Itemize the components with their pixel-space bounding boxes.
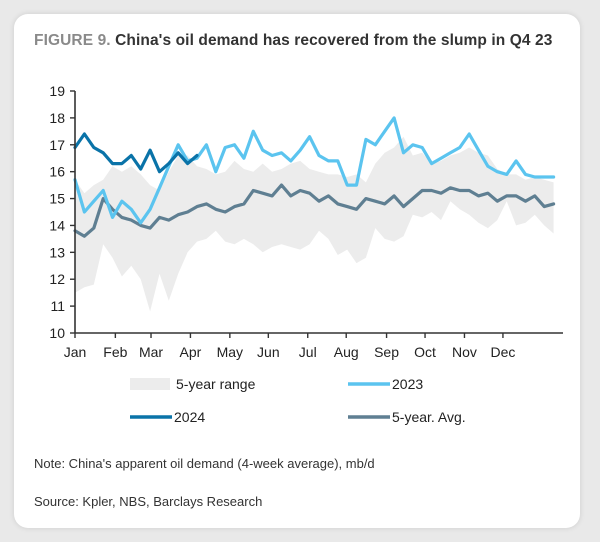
x-tick-label: Jul (299, 344, 317, 360)
y-tick-label: 11 (50, 298, 65, 314)
y-tick-label: 17 (49, 137, 65, 153)
legend-label-avg: 5-year. Avg. (392, 409, 466, 425)
series-line-5yr-avg (73, 183, 556, 238)
x-tick-label: Jun (257, 344, 280, 360)
figure-title: FIGURE 9. China's oil demand has recover… (34, 32, 553, 50)
x-tick-label: Jan (64, 344, 87, 360)
figure-title-text: China's oil demand has recovered from th… (115, 32, 553, 49)
y-ticks: 10 11 12 13 14 15 16 17 18 19 (49, 83, 75, 341)
legend: 5-year range 2023 2024 5-year. Avg. (130, 376, 466, 425)
x-tick-label: Apr (180, 344, 202, 360)
x-tick-label: Oct (414, 344, 436, 360)
legend-label-2024: 2024 (174, 409, 205, 425)
y-tick-label: 10 (49, 325, 65, 341)
x-tick-label: Feb (103, 344, 127, 360)
range-area (75, 136, 554, 312)
y-tick-label: 13 (49, 244, 65, 260)
x-tick-label: Nov (452, 344, 477, 360)
x-tick-label: Sep (374, 344, 399, 360)
series-line-2024 (73, 132, 199, 174)
x-ticks: Jan Feb Mar Apr May Jun Jul Aug Sep Oct Nov Dec (64, 333, 515, 360)
figure-source: Source: Kpler, NBS, Barclays Research (34, 494, 263, 509)
y-tick-label: 19 (49, 83, 65, 99)
x-tick-label: May (217, 344, 243, 360)
legend-swatch-range (130, 378, 170, 390)
y-tick-label: 16 (49, 164, 65, 180)
y-tick-label: 15 (49, 191, 65, 207)
series-lines (73, 116, 556, 238)
legend-label-2023: 2023 (392, 376, 423, 392)
figure-label: FIGURE 9. (34, 32, 111, 49)
y-tick-label: 12 (49, 271, 65, 287)
figure-card (14, 14, 580, 528)
legend-label-range: 5-year range (176, 376, 256, 392)
y-tick-label: 14 (49, 217, 65, 233)
series-line-2023 (73, 116, 556, 225)
x-tick-label: Mar (139, 344, 163, 360)
y-tick-label: 18 (49, 110, 65, 126)
figure-note: Note: China's apparent oil demand (4-wee… (34, 456, 375, 471)
x-tick-label: Dec (490, 344, 515, 360)
plot-area (73, 116, 556, 312)
x-tick-label: Aug (334, 344, 359, 360)
